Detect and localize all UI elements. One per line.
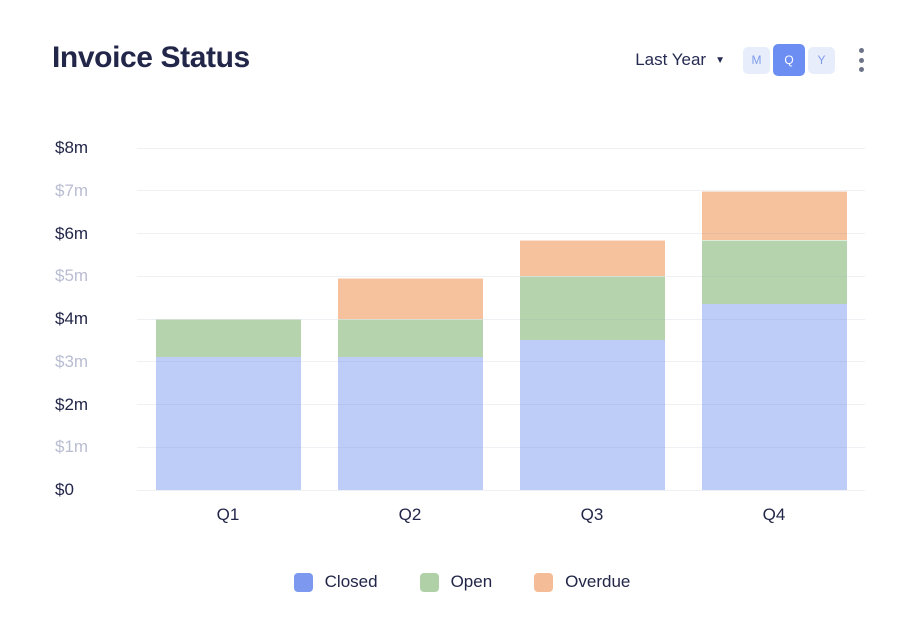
bar-segment-q4-closed[interactable] bbox=[701, 304, 847, 490]
bar-segment-q4-overdue[interactable] bbox=[701, 190, 847, 240]
legend-label: Open bbox=[450, 572, 493, 591]
legend-item-closed[interactable]: Closed bbox=[293, 572, 378, 592]
kebab-menu-icon bbox=[859, 48, 864, 53]
kebab-menu-icon bbox=[859, 57, 864, 63]
plot-area bbox=[137, 147, 865, 491]
bar-group-q3 bbox=[519, 148, 665, 490]
y-tick-label: $5m bbox=[55, 266, 89, 286]
chart-legend: Closed Open Overdue bbox=[0, 572, 924, 592]
y-tick-label: $3m bbox=[55, 351, 89, 371]
kebab-menu-icon bbox=[859, 67, 864, 72]
interval-toggle-y[interactable]: Y bbox=[808, 46, 835, 74]
bar-group-q4 bbox=[701, 148, 847, 490]
bar-group-q2 bbox=[337, 148, 483, 490]
y-tick-label: $2m bbox=[55, 394, 89, 414]
bar-segment-q4-open[interactable] bbox=[701, 239, 847, 305]
y-tick-label: $1m bbox=[55, 437, 89, 457]
bar-segment-q3-open[interactable] bbox=[519, 276, 665, 341]
y-tick-label: $6m bbox=[55, 223, 89, 243]
bar-segment-q1-closed[interactable] bbox=[155, 357, 301, 490]
chevron-down-icon: ▼ bbox=[715, 55, 725, 66]
interval-toggle-q[interactable]: Q bbox=[773, 44, 805, 76]
x-axis-label-q4: Q4 bbox=[762, 505, 786, 524]
legend-swatch-closed bbox=[293, 572, 313, 592]
bar-segment-q3-overdue[interactable] bbox=[519, 239, 665, 277]
legend-item-overdue[interactable]: Overdue bbox=[534, 572, 630, 592]
y-tick-label: $0 bbox=[55, 480, 74, 499]
period-dropdown-label: Last Year bbox=[635, 50, 707, 69]
y-tick-label: $4m bbox=[55, 309, 89, 328]
bar-segment-q3-closed[interactable] bbox=[519, 340, 665, 490]
x-axis-label-q1: Q1 bbox=[216, 505, 240, 524]
period-dropdown[interactable]: Last Year ▼ bbox=[635, 50, 725, 70]
bar-group-q1 bbox=[155, 148, 301, 490]
interval-toggle-m[interactable]: M bbox=[743, 46, 770, 74]
legend-label: Overdue bbox=[565, 572, 631, 591]
bar-segment-q2-closed[interactable] bbox=[337, 357, 483, 490]
y-tick-label: $7m bbox=[55, 180, 89, 200]
bar-segment-q1-open[interactable] bbox=[155, 319, 301, 358]
x-axis-label-q3: Q3 bbox=[580, 505, 604, 524]
legend-item-open[interactable]: Open bbox=[419, 572, 493, 592]
legend-label: Closed bbox=[324, 572, 378, 591]
x-axis-label-q2: Q2 bbox=[398, 505, 422, 524]
bar-segment-q2-open[interactable] bbox=[337, 319, 483, 358]
page-title: Invoice Status bbox=[52, 41, 250, 74]
more-options-button[interactable] bbox=[853, 44, 870, 76]
legend-swatch-overdue bbox=[534, 572, 554, 592]
y-tick-label: $8m bbox=[55, 138, 89, 157]
legend-swatch-open bbox=[419, 572, 439, 592]
bar-segment-q2-overdue[interactable] bbox=[337, 278, 483, 319]
